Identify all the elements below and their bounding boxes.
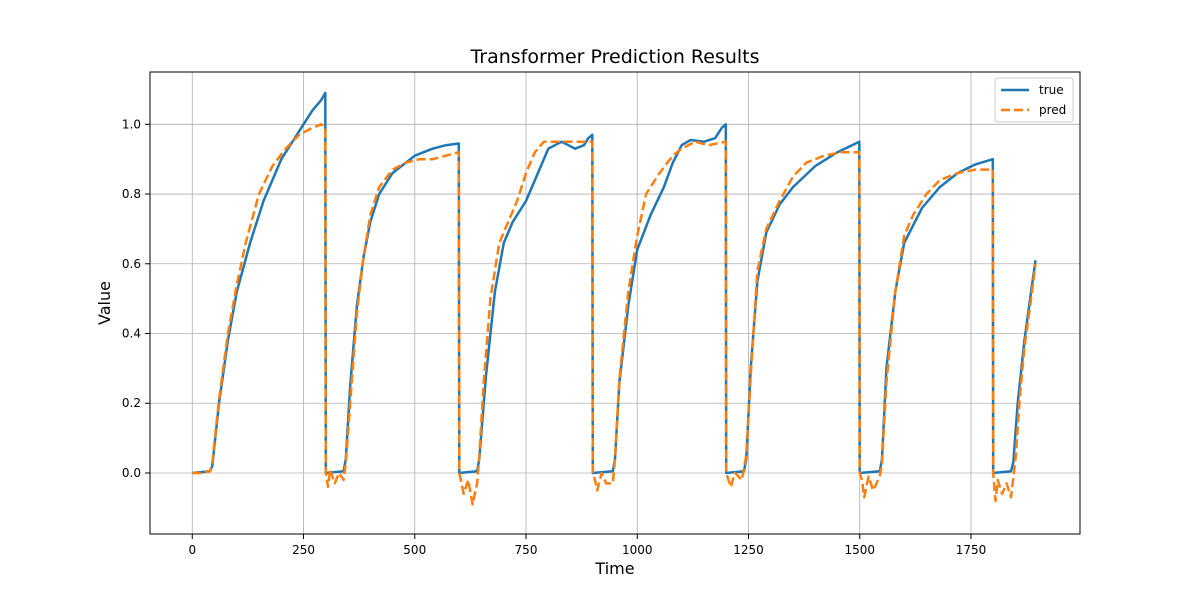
x-tick-label: 500: [403, 543, 426, 557]
chart-title: Transformer Prediction Results: [469, 46, 759, 68]
legend-label-true: true: [1039, 83, 1064, 97]
x-tick-label: 750: [515, 543, 538, 557]
x-axis-ticks: 0 250 500 750 1000 1250 1500 1750: [188, 534, 986, 557]
x-tick-label: 1250: [733, 543, 764, 557]
y-tick-label: 0.0: [122, 466, 141, 480]
y-tick-label: 0.8: [122, 187, 141, 201]
y-tick-label: 0.6: [122, 257, 141, 271]
y-tick-label: 1.0: [122, 117, 141, 131]
plot-frame: [149, 71, 1081, 535]
y-tick-label: 0.2: [122, 396, 141, 410]
series-line-true: [192, 91, 1037, 475]
x-tick-label: 1750: [956, 543, 987, 557]
x-tick-label: 250: [292, 543, 315, 557]
y-axis-ticks: 0.0 0.2 0.4 0.6 0.8 1.0: [122, 117, 150, 480]
x-tick-label: 1000: [622, 543, 653, 557]
series-lines: [192, 91, 1037, 506]
legend-label-pred: pred: [1039, 103, 1066, 117]
y-tick-label: 0.4: [122, 327, 141, 341]
series-line-pred: [192, 123, 1037, 506]
x-tick-label: 0: [188, 543, 196, 557]
x-axis-title: Time: [594, 559, 634, 578]
x-tick-label: 1500: [844, 543, 875, 557]
y-axis-title: Value: [95, 281, 114, 325]
legend: true pred: [994, 77, 1074, 123]
